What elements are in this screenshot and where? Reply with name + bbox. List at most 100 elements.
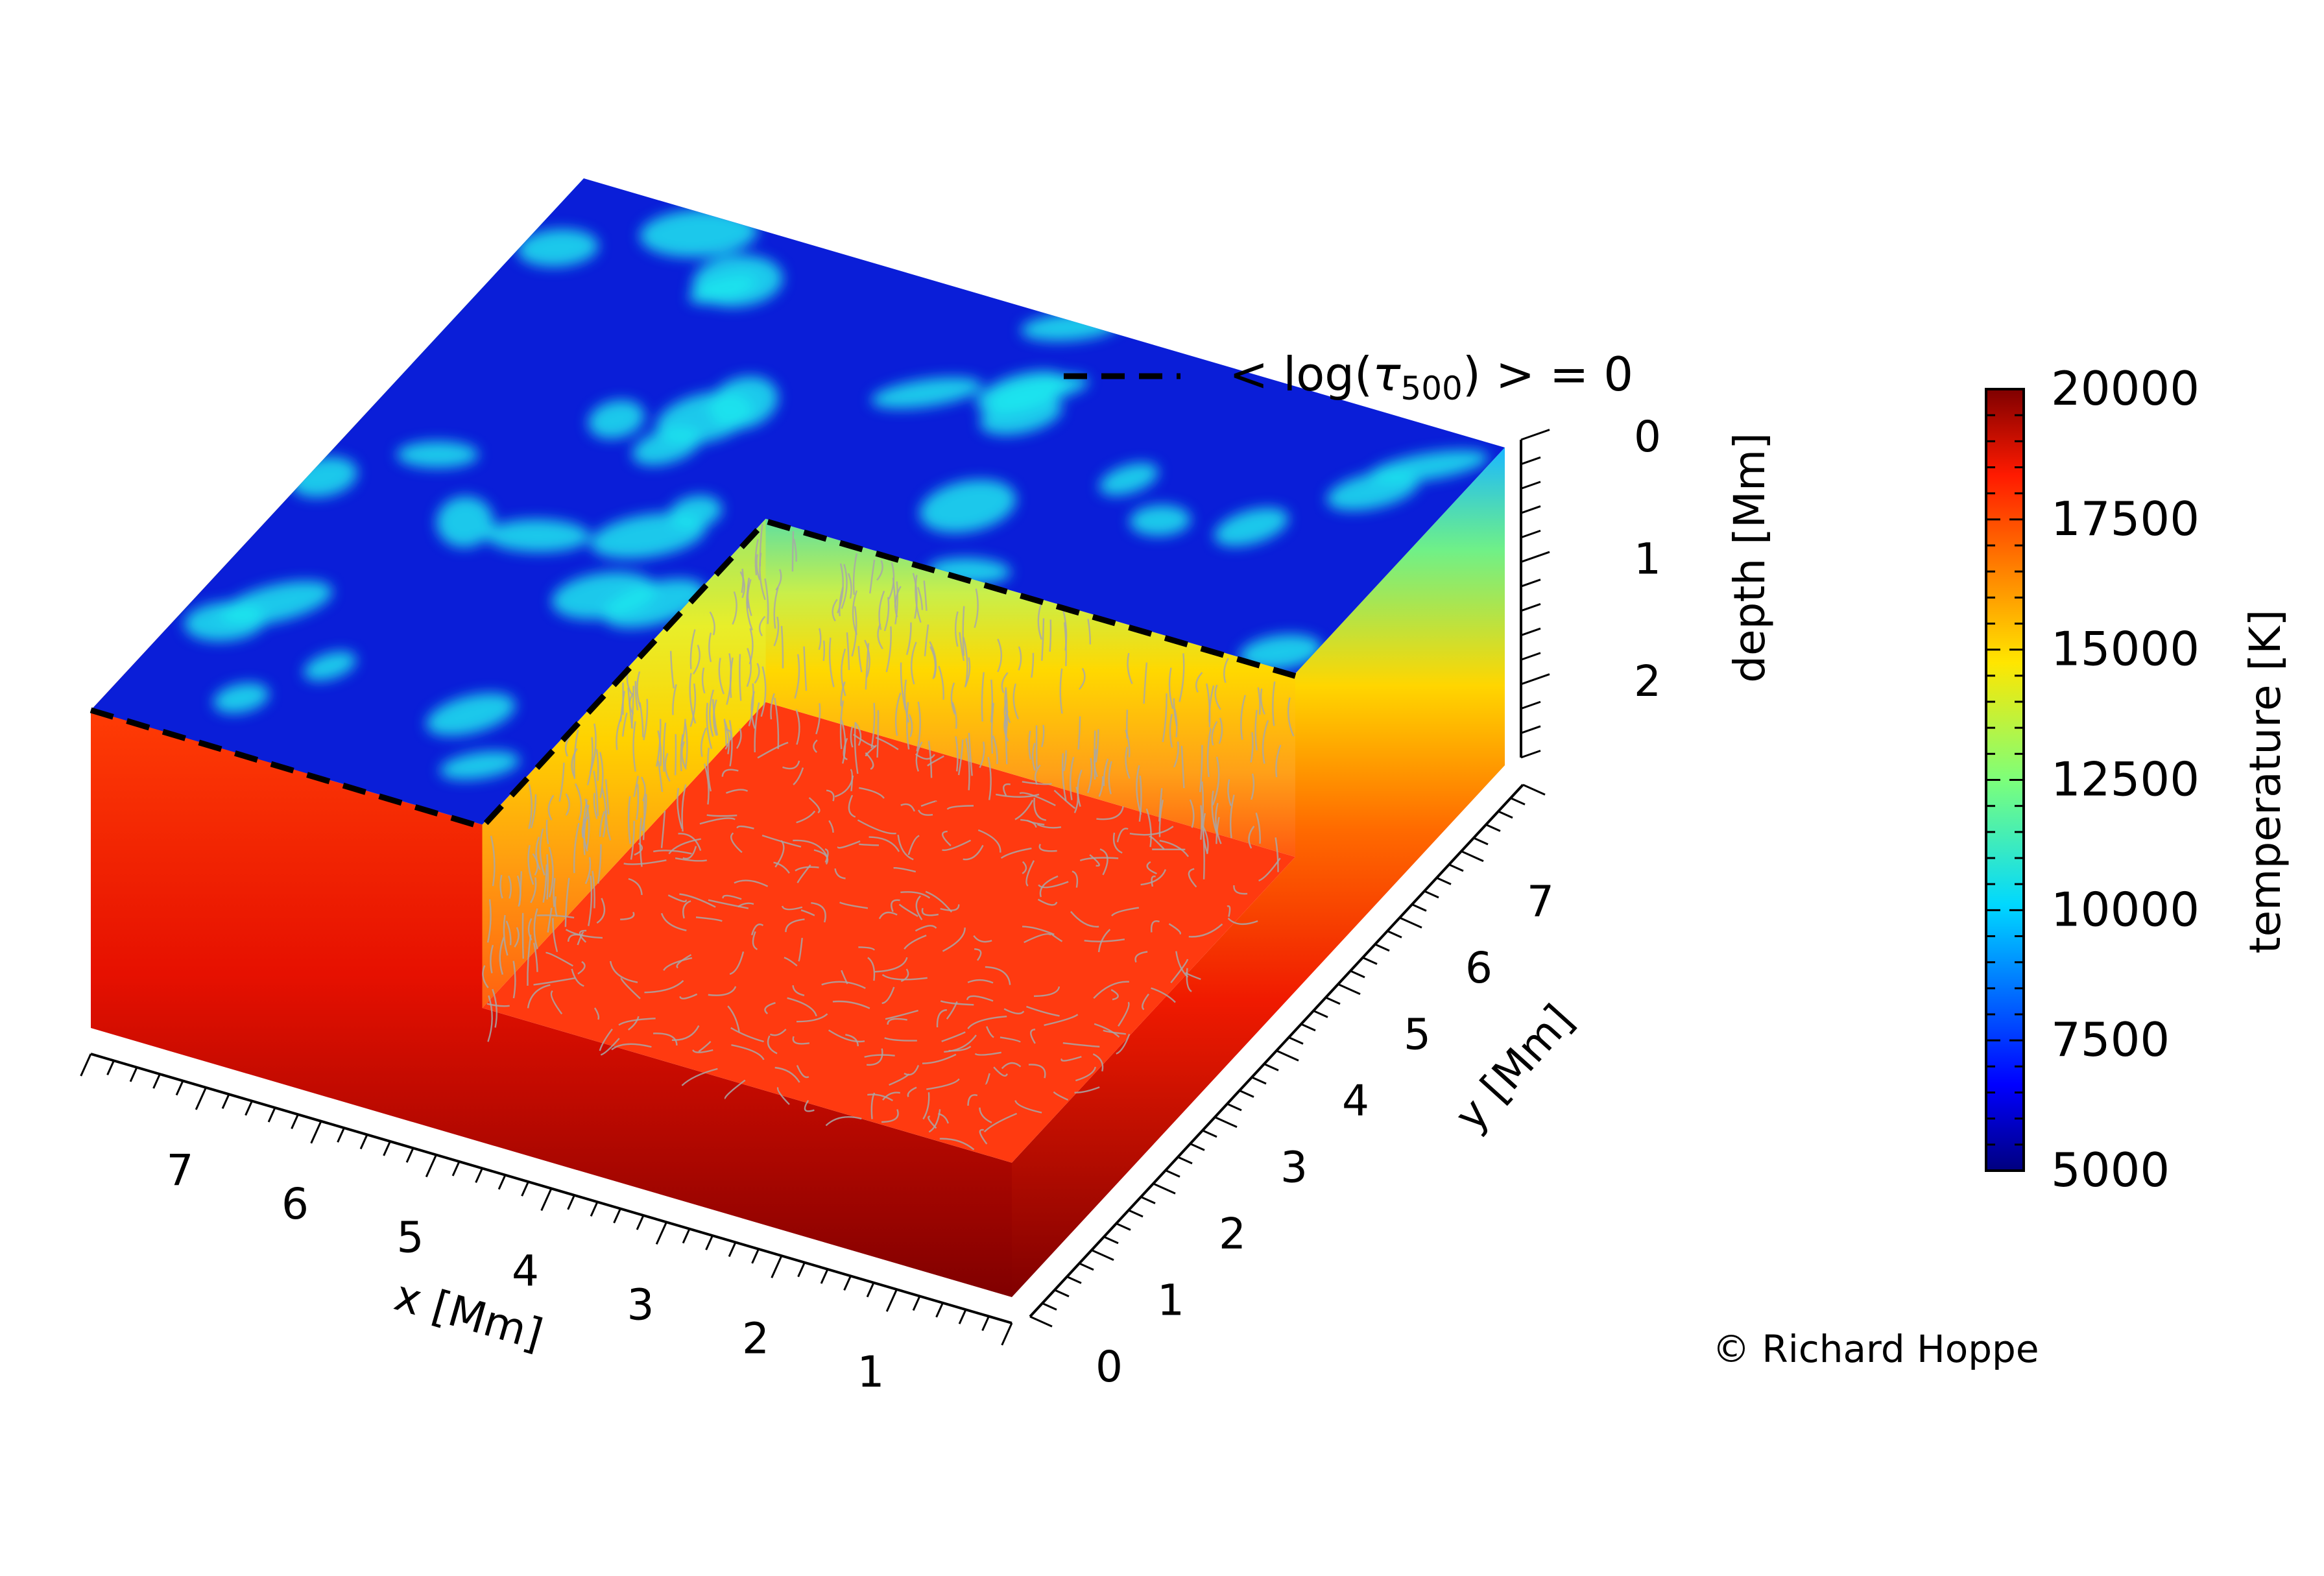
granule [396,441,479,468]
streamline [1215,802,1222,844]
streamline [721,769,739,777]
streamline [620,911,635,920]
tau-unity-dashed-line [90,518,1297,831]
streamline [837,563,844,614]
tick-label: 5000 [2051,1143,2170,1197]
tick-label: 5 [397,1213,424,1263]
streamline [948,1045,972,1052]
tick-mark [1520,652,1541,661]
streamline [527,935,532,986]
streamline [627,687,633,729]
tick-mark [655,1221,667,1245]
streamline [653,1033,678,1046]
streamline [813,849,829,865]
tick-mark [129,1067,138,1082]
streamline [773,616,780,647]
tick-mark [152,1073,161,1089]
tick-mark [958,1309,967,1324]
streamline [1202,830,1205,879]
streamline [1248,826,1255,849]
streamline [689,683,697,727]
streamline [1116,1034,1131,1055]
tick-label: 1 [1157,1276,1184,1326]
streamline [1116,828,1129,842]
tick-mark [1079,1262,1094,1271]
tick-label: 10000 [2051,882,2199,937]
tick-mark [1227,1103,1242,1112]
streamline [623,859,667,865]
tick-mark [1436,877,1452,885]
tick-mark [935,1302,944,1318]
tick-mark [682,1228,691,1244]
velocity-streamlines [482,523,1295,1151]
streamline [985,1073,990,1085]
streamline [1143,662,1148,704]
streamline [706,814,737,817]
streamline [850,726,854,748]
streamline [1099,848,1108,876]
streamline [1077,769,1083,807]
streamline [1189,799,1195,828]
streamline [854,722,859,774]
streamline [928,741,933,778]
streamline [677,787,683,830]
granule [1129,505,1191,536]
streamline [1001,672,1009,693]
tick-mark [912,1295,921,1311]
streamline [620,977,641,999]
streamline [832,599,838,622]
tick-mark [451,1161,461,1176]
granule [590,512,706,559]
streamline [1053,1091,1069,1101]
tick-label: 7 [1527,877,1554,927]
streamline [1138,775,1142,822]
streamline [547,907,553,933]
tick-mark [613,1208,621,1224]
streamline [922,1053,957,1064]
streamline [1227,917,1258,925]
depth-axis-tick-labels: 0 1 2 [1634,412,1661,706]
streamline [796,1065,809,1079]
streamline [897,835,914,861]
streamline [1024,933,1052,944]
streamline [708,986,737,996]
streamline [1022,861,1027,874]
granule [1099,462,1159,496]
tick-mark [1520,673,1550,686]
streamline [681,784,687,832]
streamline [1060,1056,1082,1062]
tick-mark [1520,505,1541,514]
streamline [881,973,928,981]
tick-mark [521,1181,529,1197]
streamline [858,946,876,951]
streamline [739,571,745,599]
tick-mark [843,1275,852,1291]
streamline [1069,756,1075,800]
streamline [916,701,921,752]
streamline [1275,745,1282,778]
tick-mark [1510,797,1526,806]
streamline [759,523,763,567]
granule [588,400,645,439]
streamline [1041,724,1045,748]
tick-mark [1337,983,1361,996]
streamline [997,638,1003,673]
tick-mark [195,1087,207,1110]
tick-mark [175,1080,184,1096]
streamline [664,752,671,782]
streamline [795,866,819,872]
streamline [996,793,1040,798]
streamline [663,722,667,772]
streamline [926,1078,960,1090]
tick-label: 2 [742,1313,769,1363]
surface-top-face [91,178,1505,825]
streamline [979,741,985,769]
streamline [928,1109,941,1133]
streamline [593,793,598,819]
streamline [1146,861,1157,875]
streamline [1159,839,1190,857]
streamline [974,948,982,961]
tick-mark [797,1262,806,1278]
streamline [536,914,575,919]
streamline [966,995,994,1002]
